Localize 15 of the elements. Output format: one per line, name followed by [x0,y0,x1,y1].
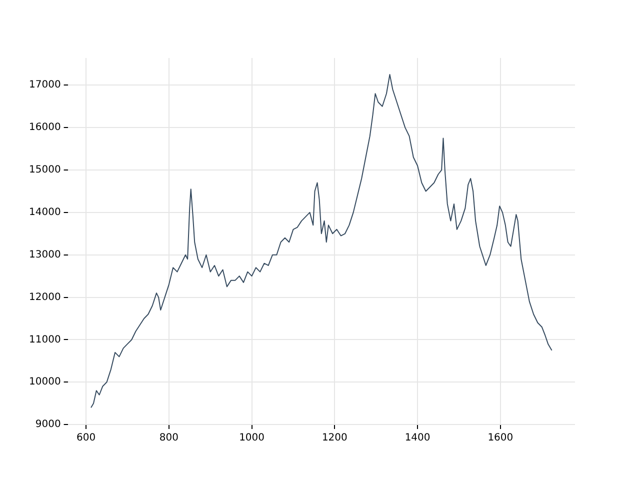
y-tick-label: 16000 [29,122,61,134]
x-tick-label: 800 [159,432,178,444]
y-tick-label: 11000 [29,334,61,346]
x-tick-label: 1400 [404,432,430,444]
x-tick-label: 1600 [488,432,514,444]
x-tick-label: 1200 [322,432,348,444]
y-tick-label: 13000 [29,249,61,260]
y-tick-label: 9000 [35,419,61,430]
y-tick-label: 17000 [29,80,61,91]
y-tick-label: 12000 [29,292,61,303]
x-tick-label: 1000 [239,432,265,444]
y-tick-label: 10000 [29,376,61,388]
y-tick-label: 14000 [29,207,61,218]
y-tick-label: 15000 [29,164,61,176]
x-tick-label: 600 [76,432,96,444]
